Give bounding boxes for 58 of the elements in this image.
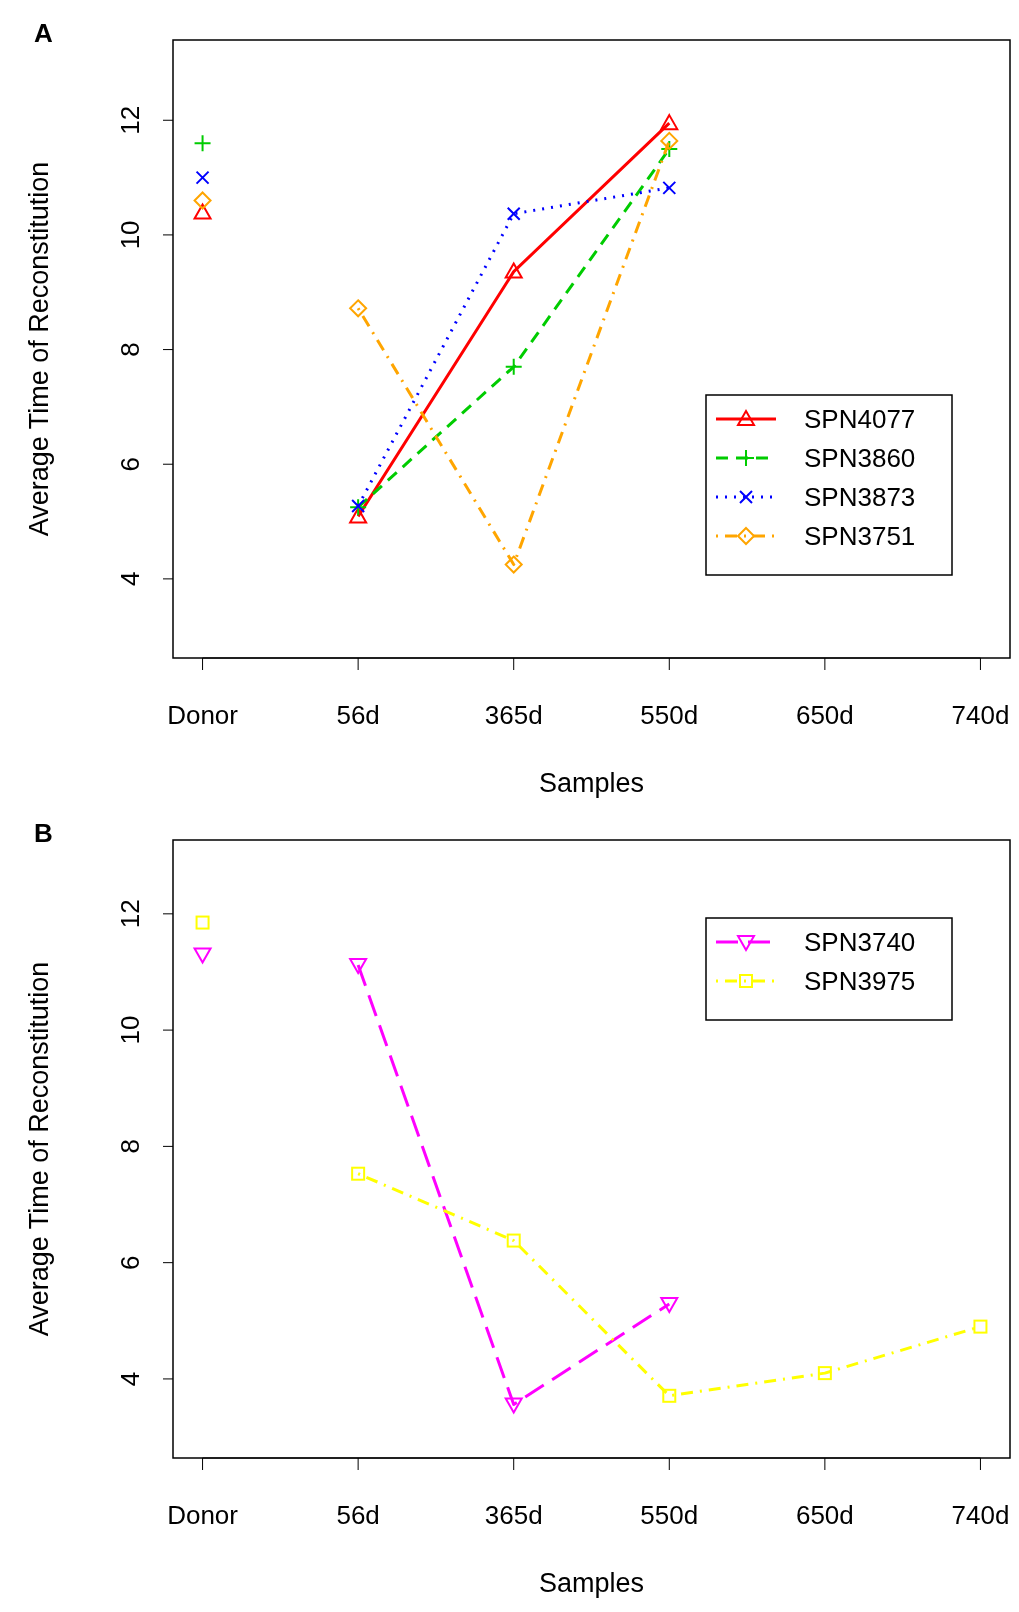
y-tick-label: 10 (115, 1015, 145, 1045)
legend-label: SPN3873 (804, 482, 916, 512)
x-axis-title: Samples (538, 768, 645, 798)
x-tick-label: 740d (951, 700, 1010, 730)
point (193, 947, 212, 964)
point (349, 958, 368, 974)
point (195, 915, 210, 930)
y-tick-label: 6 (115, 457, 145, 472)
x-axis-title: Samples (538, 1568, 645, 1598)
x-tick-label: 550d (640, 1500, 699, 1530)
y-tick-label: 4 (115, 571, 145, 587)
y-tick-label: 12 (115, 105, 145, 135)
text: A (34, 18, 53, 48)
x-tick-label: 650d (795, 700, 854, 730)
point (973, 1319, 988, 1334)
point (817, 1366, 832, 1381)
point (504, 1397, 523, 1414)
point (662, 1388, 677, 1403)
x-tick-label: 650d (795, 1500, 854, 1530)
x-tick-label: 740d (951, 1500, 1010, 1530)
point (660, 1296, 679, 1313)
point (504, 555, 523, 574)
y-axis-title: Average Time of Reconstitution (24, 961, 54, 1337)
point (195, 170, 210, 185)
y-tick-label: 10 (115, 220, 145, 250)
point (660, 139, 679, 158)
point (504, 357, 523, 376)
point (660, 131, 679, 150)
x-tick-label: 365d (484, 700, 543, 730)
point (662, 180, 677, 195)
y-axis-title: Average Time of Reconstitution (24, 161, 54, 537)
point (506, 206, 521, 221)
legend-label: SPN3860 (804, 443, 916, 473)
legend-label: SPN4077 (804, 404, 916, 434)
point (193, 191, 212, 210)
y-tick-label: 4 (115, 1371, 145, 1387)
x-tick-label: 365d (484, 1500, 543, 1530)
text: B (34, 818, 53, 848)
point (193, 134, 212, 153)
x-tick-label: 56d (336, 700, 380, 730)
point (504, 262, 523, 279)
point (349, 507, 368, 524)
y-tick-label: 12 (115, 899, 145, 929)
y-tick-label: 6 (115, 1255, 145, 1270)
legend-label: SPN3975 (804, 966, 916, 996)
y-tick-label: 8 (115, 1139, 145, 1154)
x-tick-label: Donor (167, 1500, 239, 1530)
point (351, 1166, 366, 1181)
x-tick-label: Donor (167, 700, 239, 730)
point (193, 203, 212, 220)
y-tick-label: 8 (115, 342, 145, 357)
x-tick-label: 56d (336, 1500, 380, 1530)
point (506, 1233, 521, 1248)
point (660, 114, 679, 131)
point (349, 299, 368, 318)
legend-label: SPN3751 (804, 521, 916, 551)
x-tick-label: 550d (640, 700, 699, 730)
legend-label: SPN3740 (804, 927, 916, 957)
